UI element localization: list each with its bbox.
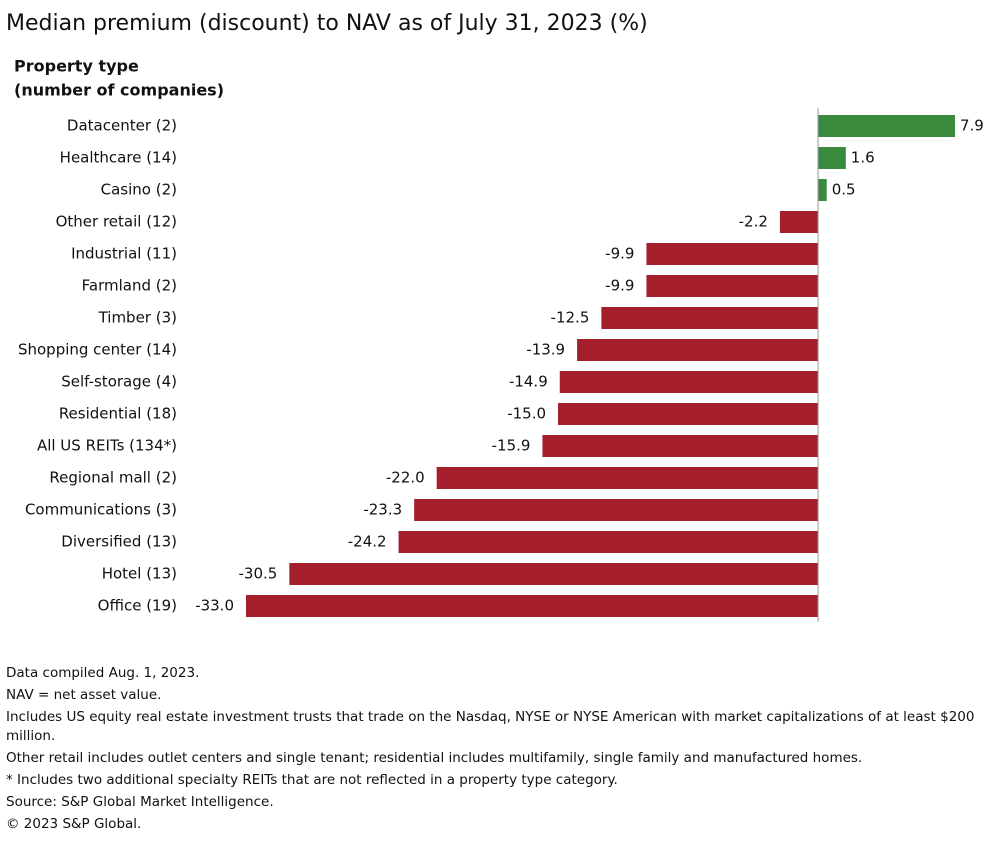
- data-label: -24.2: [348, 533, 387, 551]
- data-label: -23.3: [363, 501, 402, 519]
- bar: [398, 531, 819, 553]
- y-tick-label: Healthcare (14): [60, 149, 177, 167]
- data-label: -2.2: [739, 213, 768, 231]
- footnote: NAV = net asset value.: [6, 687, 162, 703]
- data-label: -30.5: [239, 565, 278, 583]
- data-label: -15.9: [492, 437, 531, 455]
- data-label: -13.9: [526, 341, 565, 359]
- footnotes: Data compiled Aug. 1, 2023. NAV = net ass…: [6, 664, 981, 837]
- y-tick-label: Other retail (12): [56, 213, 177, 231]
- y-tick-label: Hotel (13): [102, 565, 177, 583]
- data-label: 1.6: [851, 149, 875, 167]
- bar: [646, 243, 819, 265]
- bar: [646, 275, 819, 297]
- bar: [559, 371, 819, 393]
- footnote: © 2023 S&P Global.: [6, 816, 142, 832]
- y-tick-label: Regional mall (2): [49, 469, 177, 487]
- data-label: -9.9: [605, 277, 634, 295]
- y-tick-label: Datacenter (2): [67, 117, 177, 135]
- bar: [601, 307, 819, 329]
- data-label: 0.5: [832, 181, 856, 199]
- data-label: -33.0: [195, 597, 234, 615]
- data-label: -12.5: [551, 309, 590, 327]
- chart-title: Median premium (discount) to NAV as of J…: [6, 11, 648, 36]
- y-tick-label: Farmland (2): [82, 277, 177, 295]
- footnote: * Includes two additional specialty REIT…: [6, 772, 618, 788]
- data-label: -9.9: [605, 245, 634, 263]
- footnote: Source: S&P Global Market Intelligence.: [6, 794, 274, 810]
- bar: [779, 211, 819, 233]
- bar: [436, 467, 819, 489]
- footnote: Includes US equity real estate investmen…: [6, 709, 975, 744]
- footnote: Data compiled Aug. 1, 2023.: [6, 665, 200, 681]
- axis-label: Property type: [14, 57, 139, 76]
- bar: [246, 595, 819, 617]
- bar: [558, 403, 819, 425]
- bar: [818, 147, 846, 169]
- bar: [289, 563, 819, 585]
- axis-label: (number of companies): [14, 81, 224, 100]
- bar: [818, 115, 955, 137]
- bar: [818, 179, 827, 201]
- bar: [414, 499, 819, 521]
- y-tick-label: Self-storage (4): [61, 373, 177, 391]
- chart: Median premium (discount) to NAV as of J…: [6, 11, 984, 622]
- y-tick-label: Shopping center (14): [18, 341, 177, 359]
- footnote: Other retail includes outlet centers and…: [6, 750, 863, 766]
- y-tick-label: Casino (2): [101, 181, 177, 199]
- y-tick-label: Residential (18): [59, 405, 177, 423]
- data-label: 7.9: [960, 117, 984, 135]
- bar: [577, 339, 819, 361]
- bar: [542, 435, 819, 457]
- data-label: -15.0: [507, 405, 546, 423]
- data-label: -22.0: [386, 469, 425, 487]
- y-tick-label: Communications (3): [25, 501, 177, 519]
- y-tick-label: Diversified (13): [61, 533, 177, 551]
- y-tick-label: Timber (3): [98, 309, 177, 327]
- y-tick-label: Industrial (11): [71, 245, 177, 263]
- y-tick-label: Office (19): [98, 597, 177, 615]
- data-label: -14.9: [509, 373, 548, 391]
- y-tick-label: All US REITs (134*): [37, 437, 177, 455]
